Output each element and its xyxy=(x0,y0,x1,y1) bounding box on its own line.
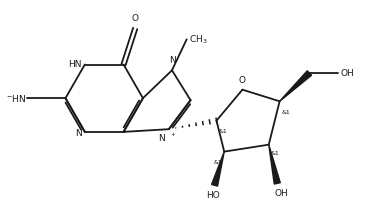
Text: &1: &1 xyxy=(213,160,222,165)
Text: &1: &1 xyxy=(219,129,227,134)
Text: N: N xyxy=(170,56,176,65)
Polygon shape xyxy=(269,145,280,184)
Text: CH$_3$: CH$_3$ xyxy=(189,33,208,46)
Text: N: N xyxy=(75,129,82,137)
Text: OH: OH xyxy=(341,68,355,78)
Text: &1: &1 xyxy=(282,110,291,115)
Text: $^{+}$: $^{+}$ xyxy=(170,132,176,141)
Text: N: N xyxy=(158,134,165,143)
Text: HN: HN xyxy=(68,60,82,69)
Text: $^{-}$HN: $^{-}$HN xyxy=(6,93,26,104)
Polygon shape xyxy=(211,152,224,186)
Text: O: O xyxy=(132,15,139,24)
Text: HO: HO xyxy=(206,191,219,200)
Polygon shape xyxy=(280,71,312,101)
Text: OH: OH xyxy=(274,189,288,198)
Text: O: O xyxy=(239,76,246,85)
Text: &1: &1 xyxy=(271,151,280,156)
